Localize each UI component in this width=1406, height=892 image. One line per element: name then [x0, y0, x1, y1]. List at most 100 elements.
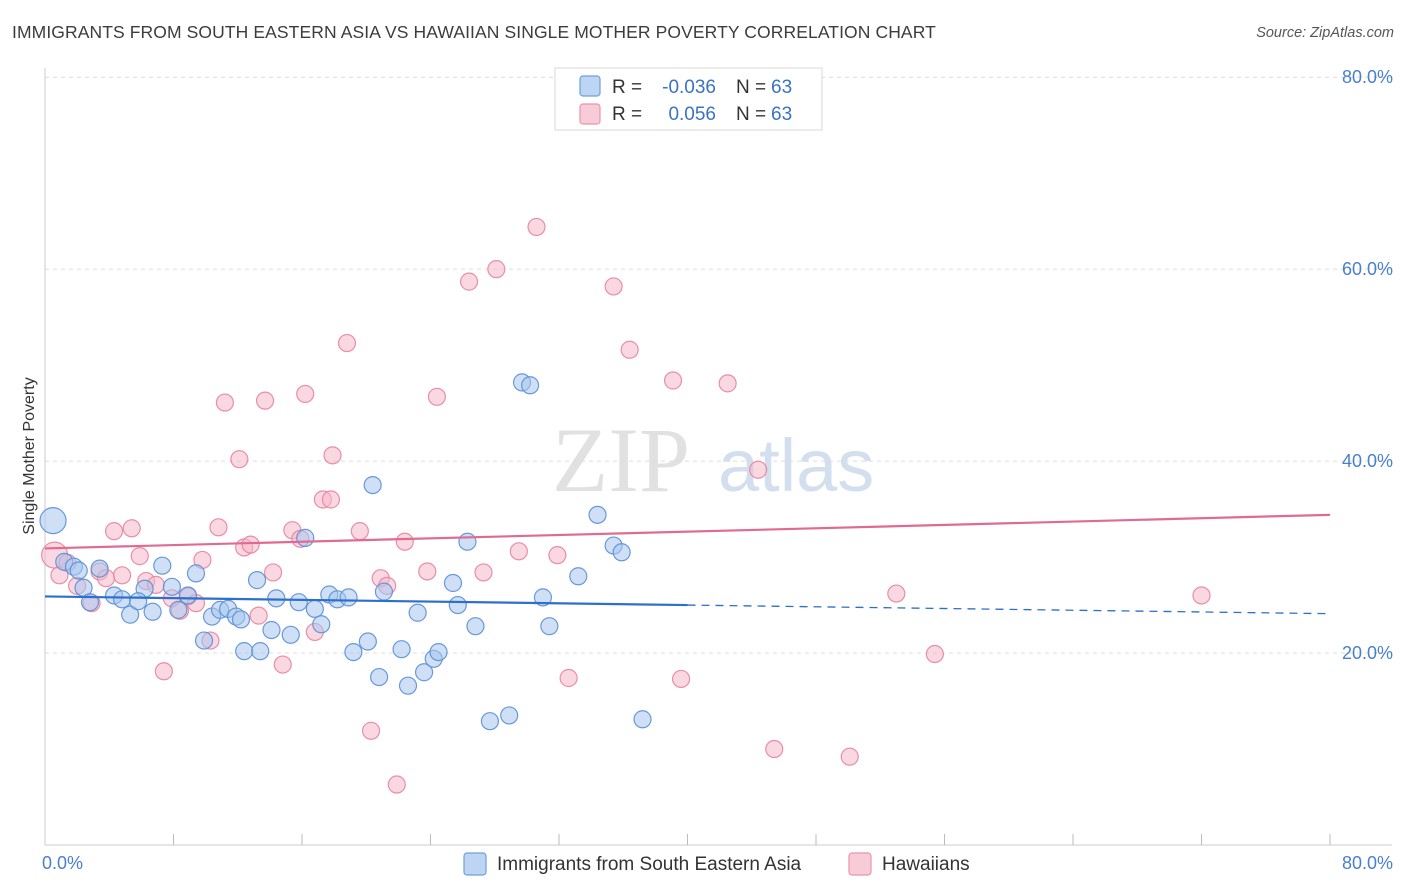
immigrants-point: [358, 632, 377, 651]
hawaiians-point: [249, 606, 268, 625]
hawaiians-point: [323, 446, 342, 465]
gridlines: [45, 76, 1392, 654]
immigrants-point: [121, 605, 140, 624]
immigrants-point: [339, 588, 358, 607]
legend-r-label-blue: R =: [612, 77, 642, 98]
immigrants-point: [500, 706, 519, 725]
immigrants-points: [39, 373, 652, 731]
immigrants-point: [540, 617, 559, 636]
immigrants-point: [312, 615, 331, 634]
series-legend: Immigrants from South Eastern Asia Hawai…: [463, 852, 970, 876]
hawaiians-point: [130, 547, 149, 566]
immigrants-point: [344, 642, 363, 662]
hawaiians-point: [215, 393, 234, 412]
hawaiians-point: [718, 374, 737, 393]
immigrants-point: [289, 593, 308, 612]
legend-n-value-pink: 63: [771, 104, 792, 125]
immigrants-point: [251, 642, 270, 661]
y-tick-label: 20.0%: [1342, 643, 1393, 663]
hawaiians-point: [209, 518, 228, 537]
hawaiians-point: [671, 669, 691, 689]
immigrants-point: [448, 595, 467, 615]
immigrants-point: [429, 642, 448, 662]
immigrants-trend-line-dashed: [687, 604, 1331, 615]
trend-lines: [44, 513, 1331, 615]
immigrants-point: [143, 602, 162, 621]
hawaiians-point: [241, 535, 260, 554]
immigrants-point: [112, 590, 132, 609]
hawaiians-point: [387, 775, 406, 794]
immigrants-point: [588, 505, 607, 524]
immigrants-point: [443, 573, 463, 593]
immigrants-point: [186, 564, 206, 583]
hawaiians-point: [527, 217, 546, 237]
hawaiians-point: [395, 532, 414, 551]
hawaiians-point: [255, 391, 275, 410]
immigrants-point: [231, 610, 251, 629]
hawaiians-point: [548, 546, 567, 565]
legend-r-value-blue: -0.036: [662, 77, 716, 98]
hawaiians-point: [487, 260, 506, 279]
immigrants-point: [235, 642, 254, 661]
legend-swatch-blue: [579, 75, 601, 97]
hawaiians-point: [604, 277, 623, 296]
hawaiians-point: [230, 450, 249, 469]
hawaiians-point: [474, 563, 493, 582]
immigrants-point: [414, 663, 434, 682]
hawaiians-point: [350, 522, 369, 541]
y-axis-label: Single Mother Poverty: [21, 377, 38, 534]
watermark-zip: ZIP: [552, 409, 690, 511]
y-tick-label: 60.0%: [1342, 259, 1393, 279]
immigrants-point: [69, 561, 88, 580]
hawaiians-point: [459, 272, 479, 291]
legend-n-label-blue: N =: [736, 77, 766, 98]
hawaiians-point: [273, 655, 292, 674]
immigrants-point: [370, 667, 389, 687]
hawaiians-point: [509, 542, 528, 561]
immigrants-point: [90, 559, 109, 578]
hawaiians-point: [154, 662, 173, 681]
chart-title: IMMIGRANTS FROM SOUTH EASTERN ASIA VS HA…: [12, 22, 936, 42]
immigrants-point: [569, 567, 588, 586]
hawaiians-point: [112, 566, 132, 585]
immigrants-point: [162, 577, 181, 596]
source-attribution: Source: ZipAtlas.com: [1256, 25, 1394, 41]
series-legend-label-pink: Hawaiians: [882, 854, 970, 875]
immigrants-point: [153, 556, 172, 575]
x-tick-label-min: 0.0%: [42, 853, 83, 873]
hawaiians-trend-line-solid: [44, 513, 1331, 550]
y-tick-label: 80.0%: [1342, 67, 1393, 87]
hawaiians-point: [296, 384, 315, 404]
immigrants-point: [281, 625, 300, 644]
watermark-atlas: atlas: [718, 424, 874, 507]
immigrants-point: [374, 582, 394, 601]
immigrants-point: [392, 640, 411, 659]
hawaiians-point: [418, 562, 437, 581]
hawaiians-point: [104, 522, 124, 541]
immigrants-point: [262, 620, 281, 640]
immigrants-point: [480, 712, 500, 731]
legend-swatch-pink: [579, 103, 601, 125]
immigrants-point: [178, 586, 198, 605]
hawaiians-point: [122, 519, 141, 538]
immigrants-trend-line-solid: [44, 595, 688, 607]
immigrants-point: [305, 599, 324, 619]
immigrants-point: [466, 617, 485, 636]
immigrants-point: [533, 588, 553, 607]
hawaiians-point: [663, 371, 683, 390]
series-legend-swatch-blue: [463, 852, 487, 876]
hawaiians-point: [263, 563, 283, 582]
immigrants-point: [520, 376, 540, 395]
immigrants-point: [458, 532, 477, 551]
x-axis-ticks: [173, 834, 1331, 845]
hawaiians-point: [925, 644, 944, 664]
y-axis-tick-labels: 20.0% 40.0% 60.0% 80.0%: [1342, 67, 1393, 663]
immigrants-point: [296, 528, 315, 547]
legend-r-value-pink: 0.056: [668, 104, 716, 125]
correlation-legend: R = -0.036 N = 63 R = 0.056 N = 63: [554, 67, 823, 131]
immigrants-point: [612, 543, 631, 562]
immigrants-point: [363, 475, 382, 495]
x-tick-label-max: 80.0%: [1342, 853, 1393, 873]
y-tick-label: 40.0%: [1342, 451, 1393, 471]
